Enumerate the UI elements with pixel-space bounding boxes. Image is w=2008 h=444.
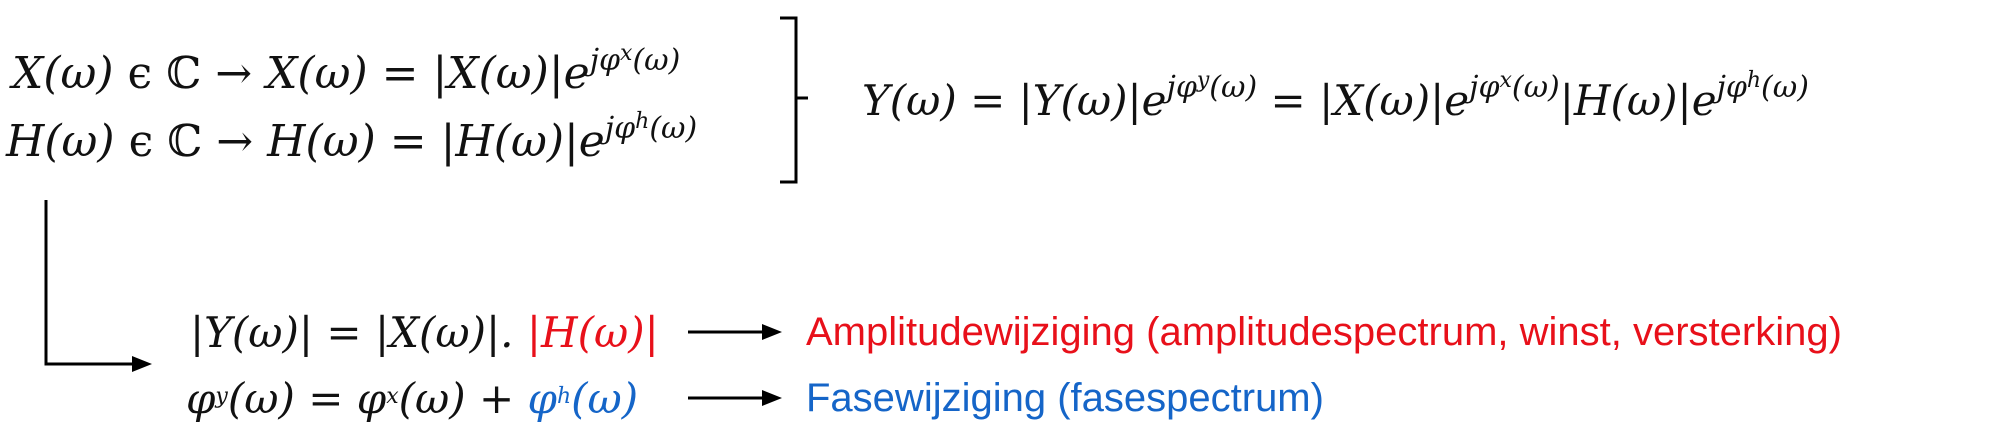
equation-y: Y(ω) = |Y(ω)|ejφy(ω) = |X(ω)|ejφx(ω)|H(ω… [862, 70, 1809, 122]
amp-lhs: |Y(ω)| = |X(ω)|. [190, 308, 527, 357]
equation-h: H(ω) ϵ ℂ → H(ω) = |H(ω)|ejφh(ω) [6, 111, 697, 164]
eq2-lhs: H(ω) [6, 116, 115, 167]
eqy-part1: Y(ω) = |Y(ω)|e [862, 76, 1167, 125]
eqy-part3: |H(ω)|e [1559, 76, 1717, 125]
eq2-arrow: → [216, 116, 254, 167]
eq1-exponent: jφx(ω) [589, 41, 681, 78]
equation-x: X(ω) ϵ ℂ → X(ω) = |X(ω)|ejφx(ω) [12, 43, 680, 96]
amplitude-label: Amplitudewijziging (amplitudespectrum, w… [806, 310, 1842, 354]
elbow-arrowhead [132, 356, 152, 372]
eq1-rhs: X(ω) = |X(ω)|e [266, 48, 590, 99]
phase-equation: φy(ω) = φx(ω) + φh(ω) [186, 374, 639, 423]
eq1-lhs: X(ω) [12, 48, 114, 99]
eq2-set: ℂ [167, 116, 203, 167]
eq2-exponent: jφh(ω) [604, 109, 698, 146]
phase-highlight: φh(ω) [527, 374, 639, 423]
amp-arrowhead [762, 324, 782, 340]
eq2-rhs: H(ω) = |H(ω)|e [267, 116, 605, 167]
phase-label: Fasewijziging (fasespectrum) [806, 376, 1324, 420]
eqy-exponent-3: jφh(ω) [1716, 68, 1809, 105]
eq2-in: ϵ [128, 116, 154, 167]
eq1-in: ϵ [127, 48, 153, 99]
eq1-arrow: → [215, 48, 253, 99]
bracket [780, 16, 798, 184]
eq1-set: ℂ [166, 48, 202, 99]
amplitude-equation: |Y(ω)| = |X(ω)|. |H(ω)| [190, 312, 659, 354]
elbow-line [44, 200, 140, 366]
eqy-exponent-1: jφy(ω) [1166, 68, 1258, 105]
eqy-exponent-2: jφx(ω) [1469, 68, 1560, 105]
amp-highlight: |H(ω)| [526, 308, 659, 357]
phase-arrowhead [762, 390, 782, 406]
eqy-part2: = |X(ω)|e [1257, 76, 1470, 125]
